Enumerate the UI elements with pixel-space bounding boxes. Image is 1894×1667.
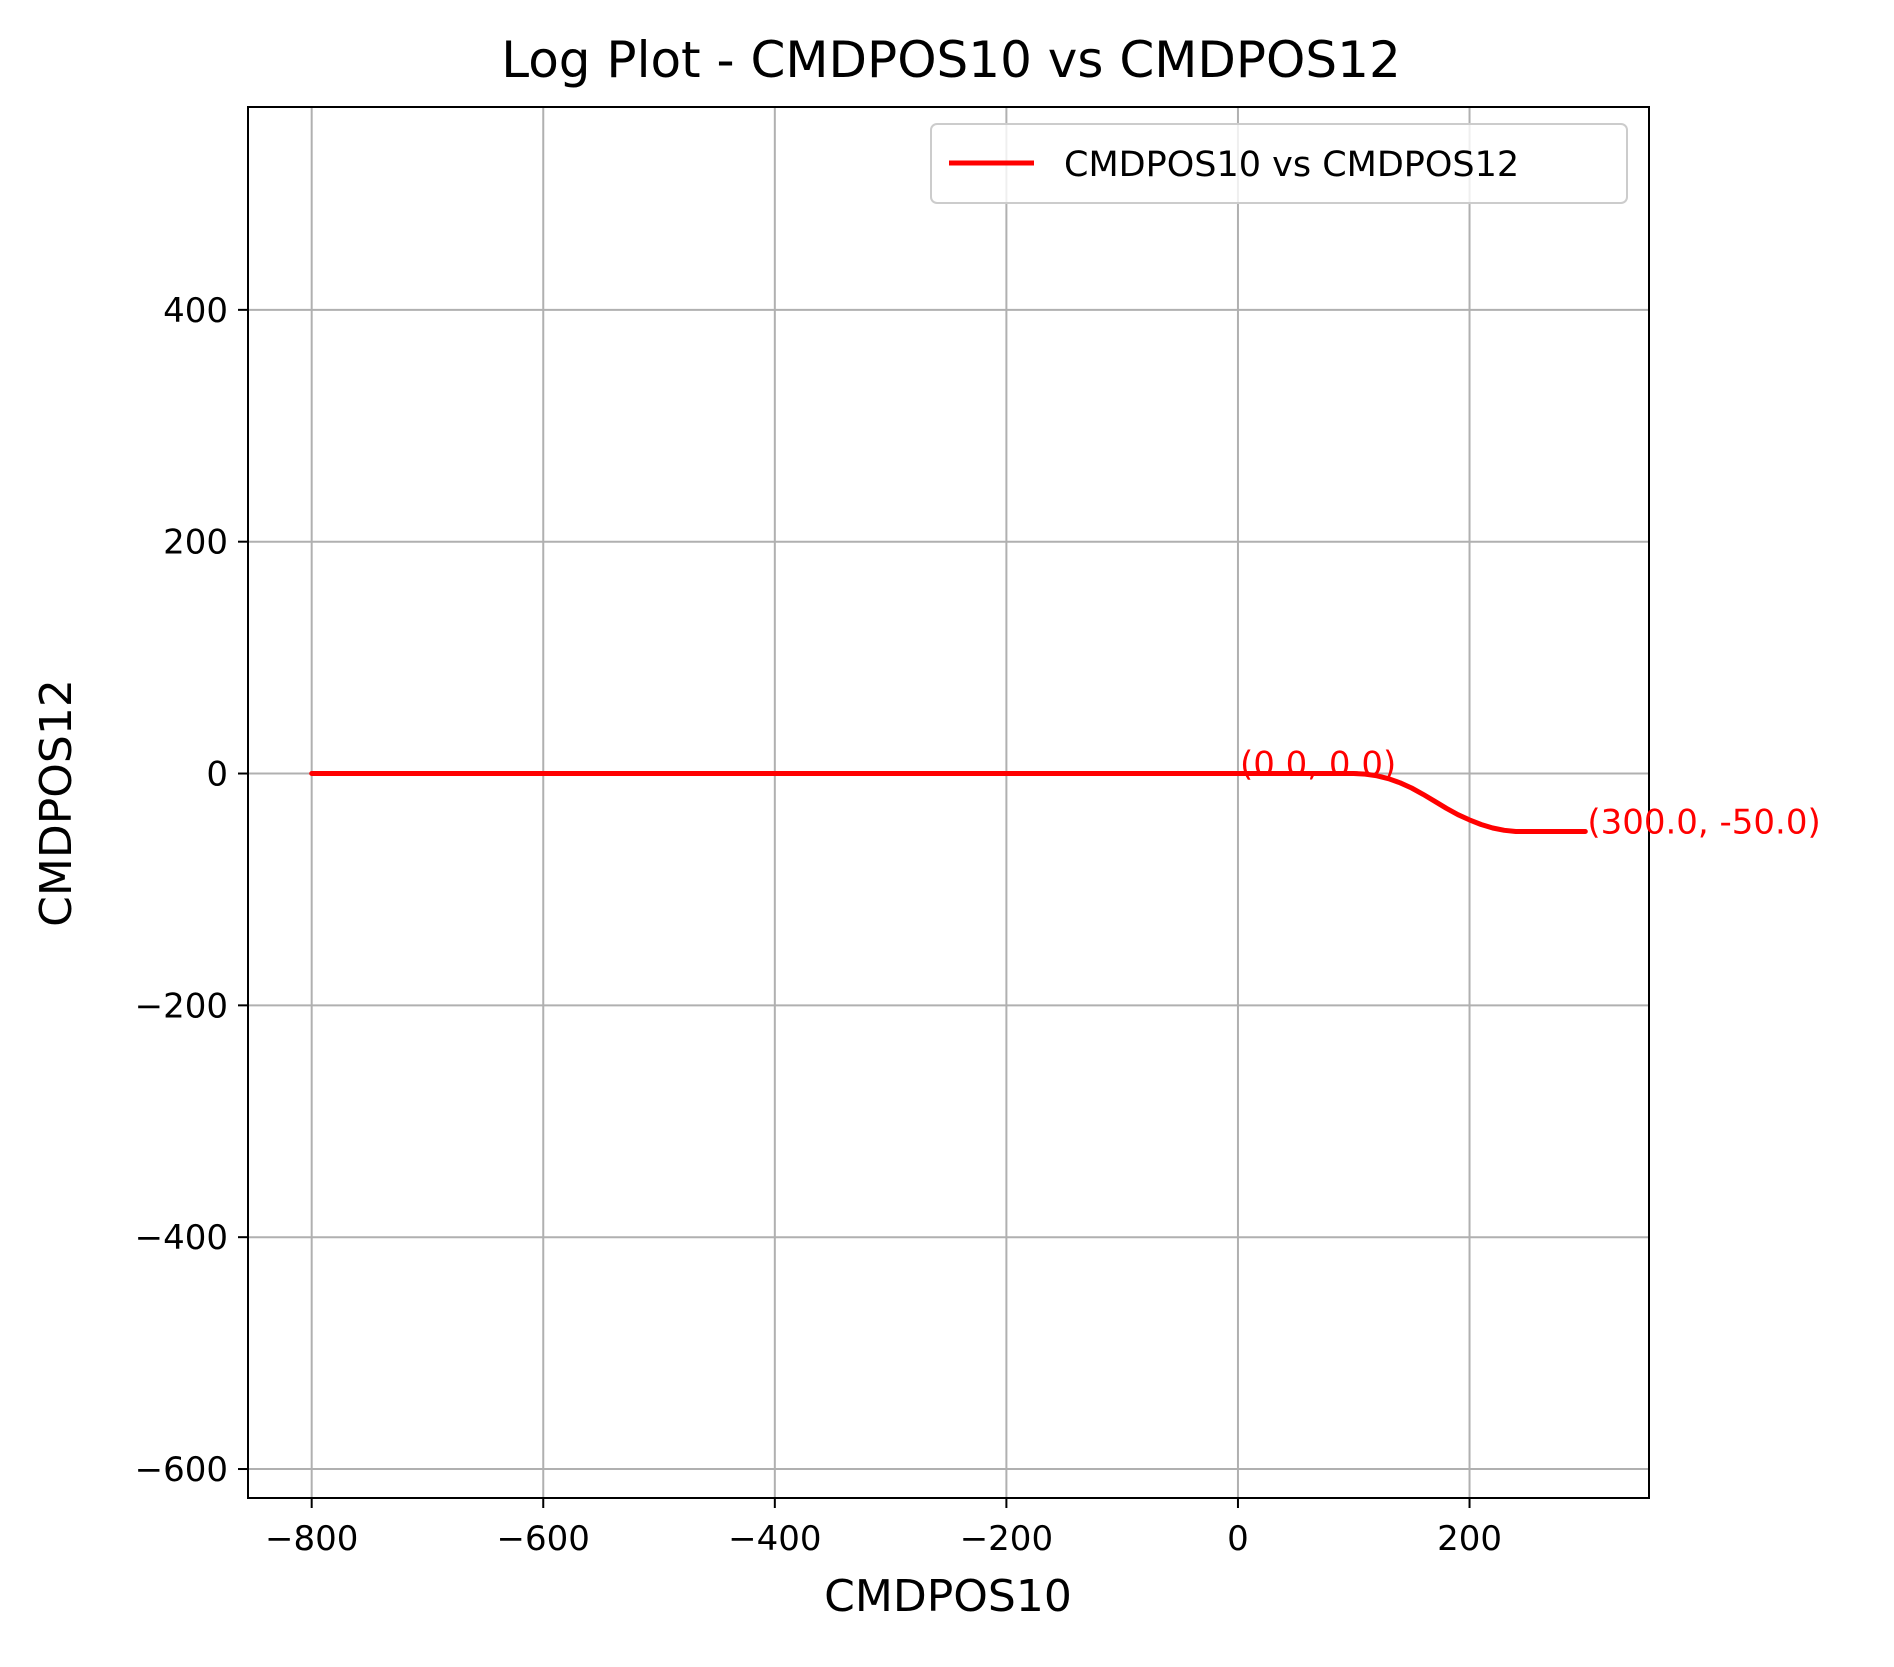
plot-area [248, 107, 1649, 1498]
legend-box [930, 123, 1628, 204]
y-axis-ticks: −600 −400 −200 0 200 400 [135, 291, 248, 1490]
grid [248, 107, 1649, 1498]
chart-title: Log Plot - CMDPOS10 vs CMDPOS12 [501, 31, 1401, 89]
y-tick-label-0: −600 [135, 1450, 228, 1490]
annotations: (0.0, 0.0) (300.0, -50.0) [1240, 745, 1821, 843]
annotation-label-0: (0.0, 0.0) [1240, 745, 1396, 785]
plot-frame [247, 106, 1650, 1499]
x-tick-label-2: −400 [728, 1519, 821, 1559]
y-tick-label-4: 200 [163, 523, 228, 563]
y-tick-label-2: −200 [135, 986, 228, 1026]
x-tick-label-5: 200 [1437, 1519, 1502, 1559]
y-tick-label-3: 0 [206, 755, 228, 795]
x-axis-label: CMDPOS10 [824, 1571, 1072, 1622]
x-axis-ticks: −800 −600 −400 −200 0 200 [265, 1498, 1502, 1559]
x-tick-label-1: −600 [497, 1519, 590, 1559]
legend: CMDPOS10 vs CMDPOS12 [930, 123, 1628, 204]
y-tick-label-5: 400 [163, 291, 228, 331]
x-tick-label-3: −200 [960, 1519, 1053, 1559]
y-axis-label: CMDPOS12 [31, 679, 82, 927]
series-line-0 [309, 771, 1588, 834]
y-tick-label-1: −400 [135, 1218, 228, 1258]
legend-entry-label: CMDPOS10 vs CMDPOS12 [1064, 145, 1519, 185]
x-tick-label-4: 0 [1227, 1519, 1249, 1559]
x-tick-label-0: −800 [265, 1519, 358, 1559]
series-layer [309, 771, 1588, 834]
annotation-label-1: (300.0, -50.0) [1587, 802, 1820, 842]
